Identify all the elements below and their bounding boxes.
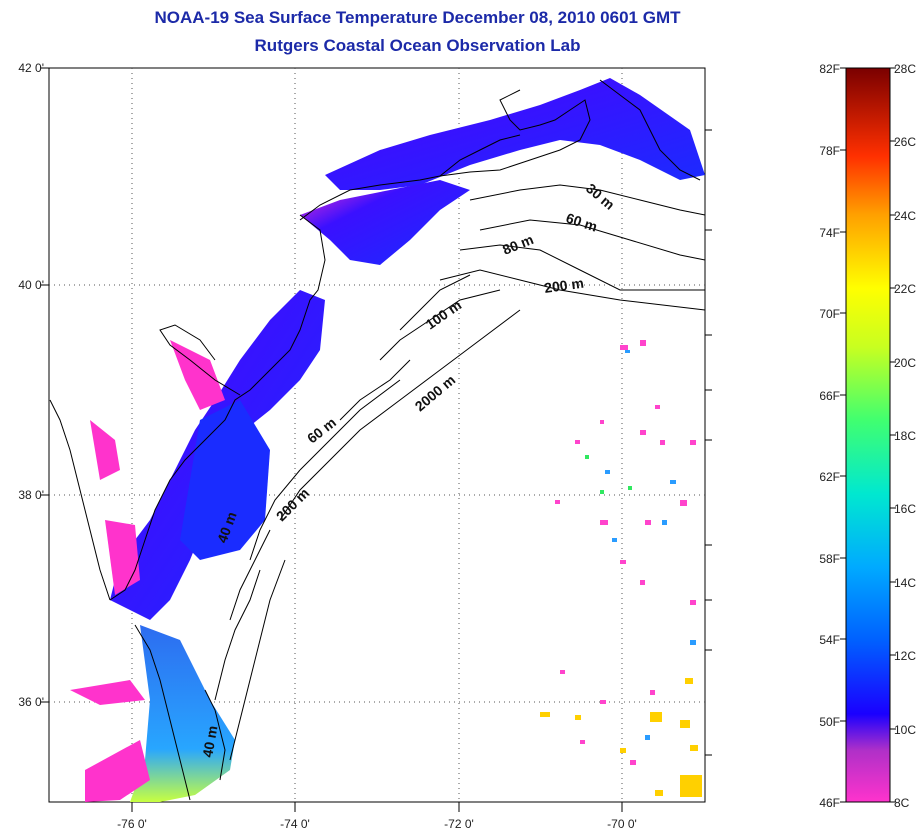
isobath-label-200m: 200 m (543, 275, 585, 296)
cbar-f-70: 70F (819, 307, 840, 321)
colorbar-ticks (840, 67, 896, 803)
cbar-c-26: 26C (894, 135, 916, 149)
cbar-c-18: 18C (894, 429, 916, 443)
lat-label-38: 38 0' (18, 488, 44, 502)
cbar-c-16: 16C (894, 502, 916, 516)
lat-label-36: 36 0' (18, 695, 44, 709)
cbar-c-20: 20C (894, 356, 916, 370)
coastline (49, 79, 701, 801)
cbar-f-50: 50F (819, 715, 840, 729)
cbar-f-82: 82F (819, 62, 840, 76)
lon-label-70: -70 0' (607, 817, 637, 831)
lon-label-74: -74 0' (280, 817, 310, 831)
cbar-c-24: 24C (894, 209, 916, 223)
sst-overlay (70, 78, 705, 802)
lat-label-40: 40 0' (18, 278, 44, 292)
cbar-f-66: 66F (819, 389, 840, 403)
cbar-f-54: 54F (819, 633, 840, 647)
cbar-f-58: 58F (819, 552, 840, 566)
isobath-lines (214, 184, 706, 761)
cbar-c-10: 10C (894, 723, 916, 737)
cbar-f-74: 74F (819, 226, 840, 240)
cbar-c-28: 28C (894, 62, 916, 76)
cbar-f-78: 78F (819, 144, 840, 158)
map-subtitle: Rutgers Coastal Ocean Observation Lab (254, 36, 581, 55)
cbar-f-62: 62F (819, 470, 840, 484)
lon-label-76: -76 0' (117, 817, 147, 831)
lon-label-72: -72 0' (444, 817, 474, 831)
isobath-label-40m-south: 40 m (199, 724, 220, 758)
frame-ticks (40, 67, 712, 812)
cbar-c-12: 12C (894, 649, 916, 663)
colorbar (845, 67, 891, 803)
cbar-c-22: 22C (894, 282, 916, 296)
cbar-f-46: 46F (819, 796, 840, 810)
cbar-c-8: 8C (894, 796, 910, 810)
map-title: NOAA-19 Sea Surface Temperature December… (154, 8, 681, 27)
lat-label-42: 42 0' (18, 61, 44, 75)
cbar-c-14: 14C (894, 576, 916, 590)
